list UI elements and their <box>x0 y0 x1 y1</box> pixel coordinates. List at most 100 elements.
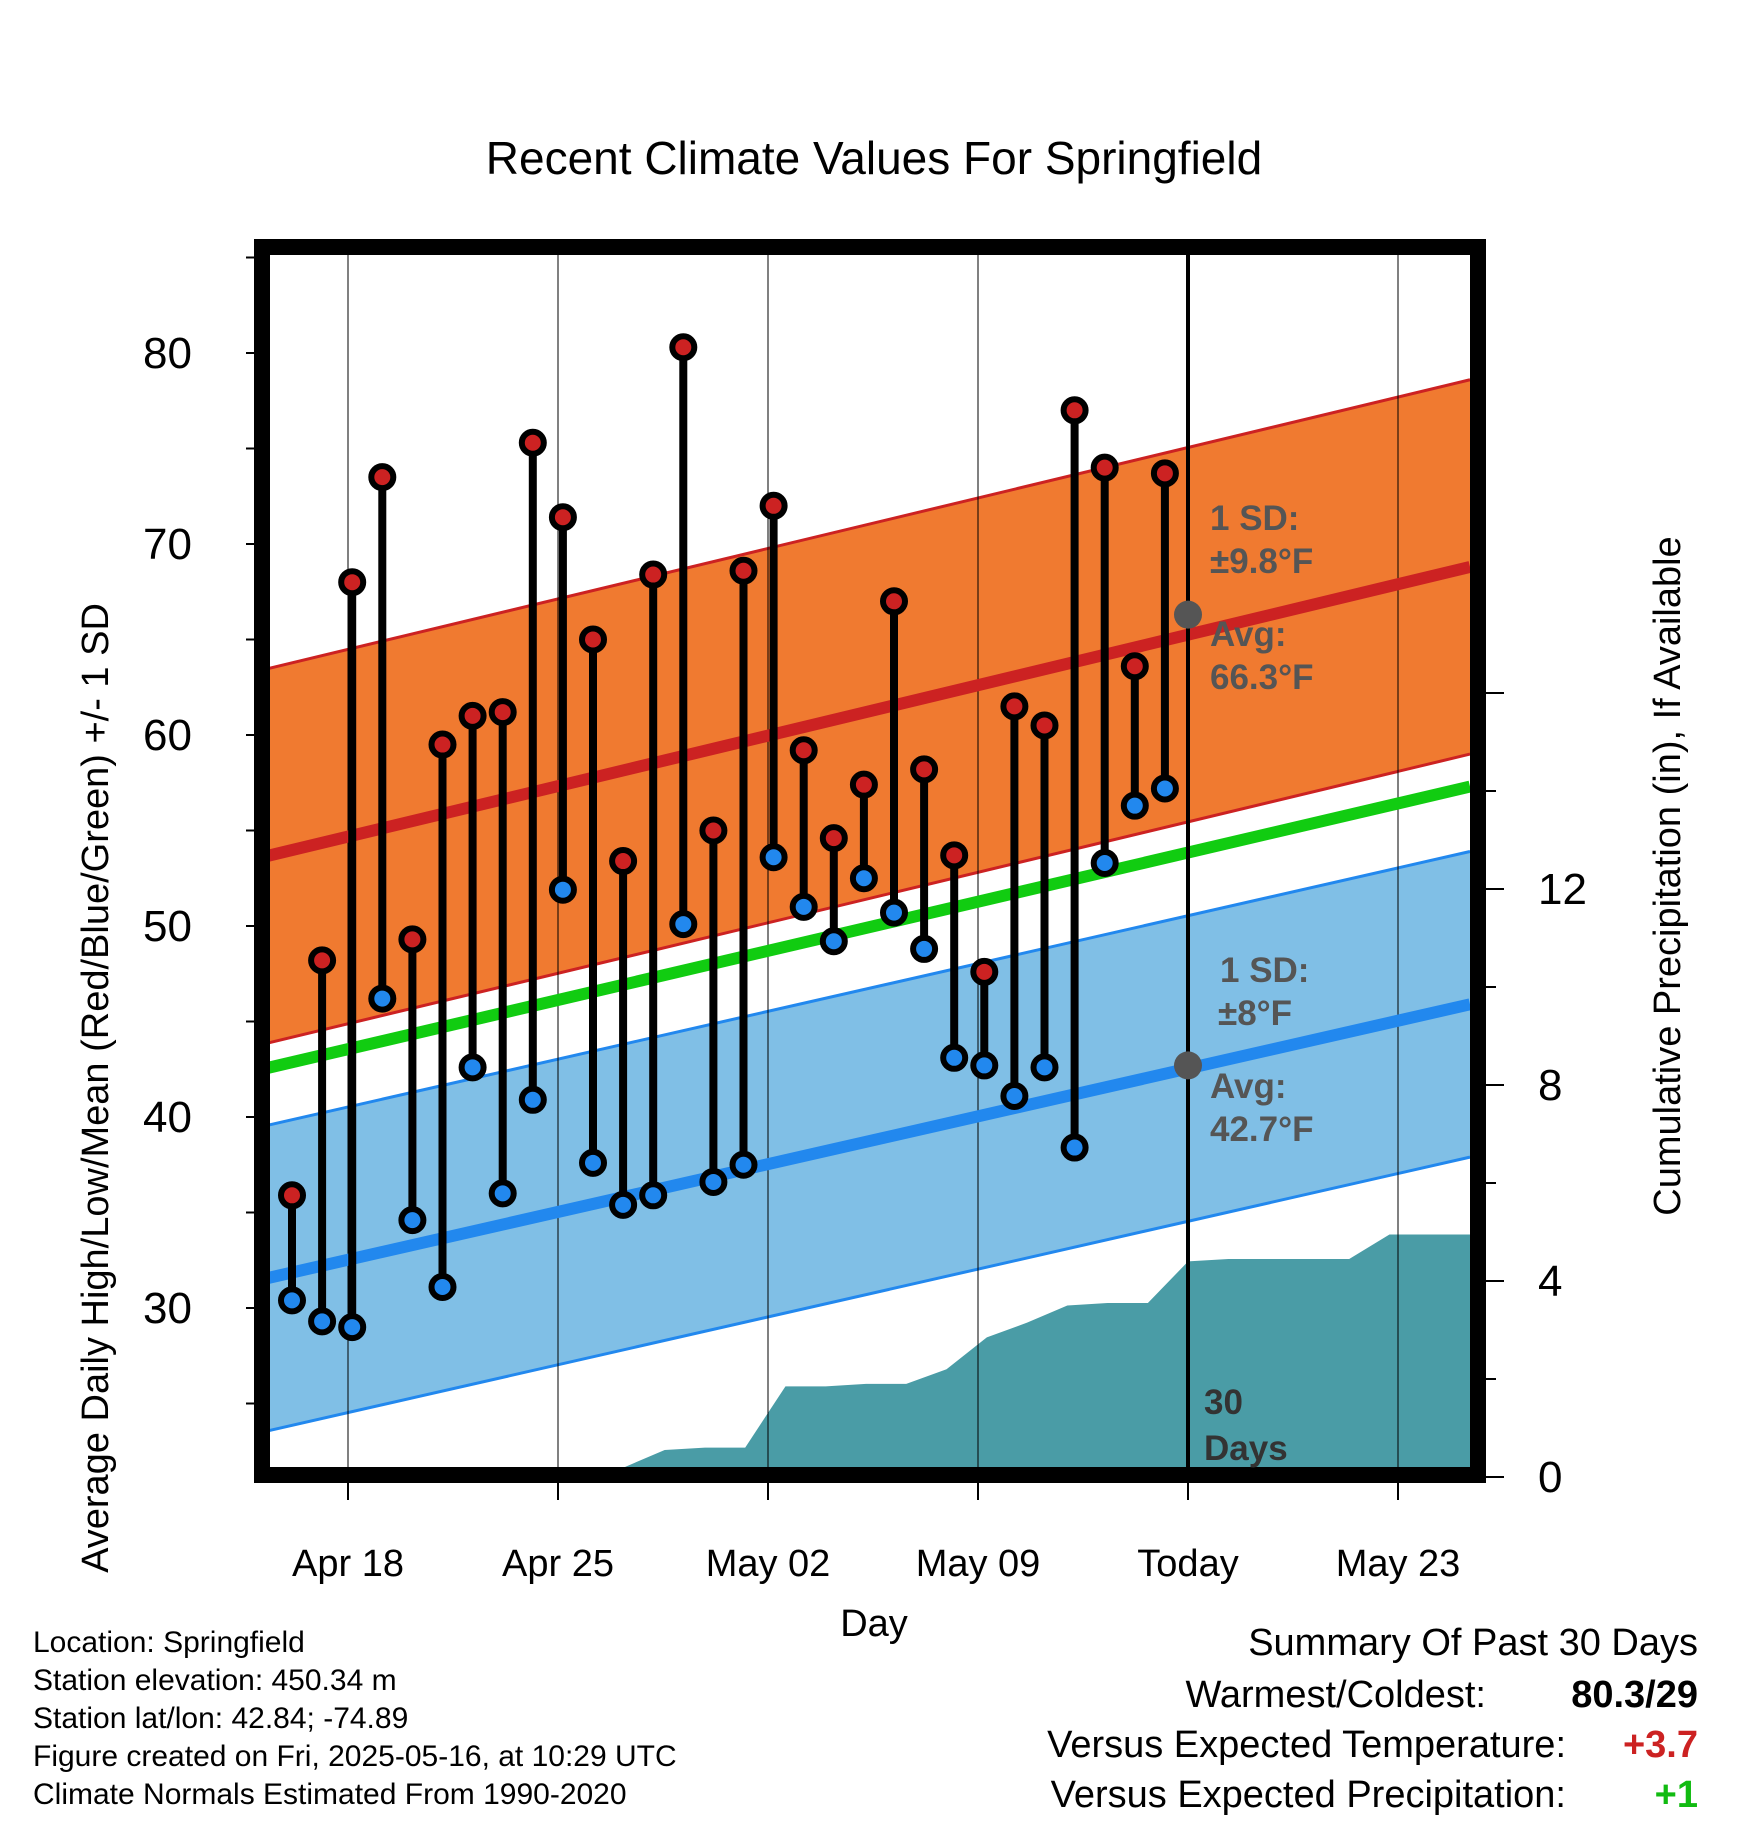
today-low-avg-marker <box>1174 1051 1202 1080</box>
daily-low-point <box>910 934 939 963</box>
daily-high-point <box>338 568 367 597</box>
precip-vs-expected-label: Versus Expected Precipitation: <box>1050 1774 1566 1816</box>
daily-low-point <box>488 1179 517 1208</box>
daily-high-point <box>518 428 547 457</box>
temp-vs-expected-label: Versus Expected Temperature: <box>1047 1724 1566 1766</box>
low-sd-label: 1 SD: <box>1220 951 1309 990</box>
daily-low-point <box>1000 1081 1029 1110</box>
x-tick-label: Apr 25 <box>502 1543 614 1585</box>
daily-low-point <box>338 1313 367 1342</box>
daily-low-point <box>819 927 848 956</box>
precip-area <box>262 1234 1470 1477</box>
warmest-coldest-value: 80.3/29 <box>1571 1674 1698 1716</box>
daily-high-point <box>579 625 607 654</box>
x-tick-label: May 02 <box>706 1543 831 1585</box>
footer-location: Location: Springfield <box>33 1626 305 1659</box>
today-high-avg-marker <box>1174 600 1202 629</box>
y-tick-label: 60 <box>143 711 192 760</box>
daily-low-point <box>1060 1133 1089 1162</box>
daily-low-point <box>669 910 698 939</box>
daily-low-point <box>940 1043 969 1072</box>
daily-high-point <box>910 755 939 784</box>
days-label-word: Days <box>1204 1429 1288 1468</box>
normal-mean-line <box>260 780 1472 1076</box>
normal-low-upper-edge <box>261 850 1471 1129</box>
high-sd-label: 1 SD: <box>1210 499 1299 538</box>
footer-created: Figure created on Fri, 2025-05-16, at 10… <box>33 1740 677 1773</box>
daily-high-point <box>398 925 427 954</box>
y2-tick-label: 4 <box>1538 1257 1562 1306</box>
days-label-number: 30 <box>1204 1383 1243 1422</box>
daily-high-point <box>729 556 758 585</box>
y-axis-label: Average Daily High/Low/Mean (Red/Blue/Gr… <box>75 603 117 1573</box>
normal-high-lower-edge <box>261 752 1471 1046</box>
daily-low-point <box>609 1190 638 1219</box>
daily-high-point <box>1090 453 1119 482</box>
x-axis-label: Day <box>840 1603 908 1645</box>
high-avg-value: 66.3°F <box>1210 658 1314 697</box>
daily-low-point <box>518 1085 547 1114</box>
y-tick-label: 70 <box>143 520 192 569</box>
daily-low-point <box>639 1181 668 1210</box>
daily-high-point <box>940 841 969 870</box>
daily-low-point <box>1030 1053 1059 1082</box>
precip-vs-expected-value: +1 <box>1654 1774 1698 1816</box>
high-sd-value: ±9.8°F <box>1210 542 1313 581</box>
daily-low-point <box>308 1307 337 1336</box>
y2-tick-label: 12 <box>1538 865 1587 914</box>
daily-low-point <box>278 1286 306 1315</box>
daily-high-point <box>458 701 487 730</box>
y2-tick-label: 0 <box>1538 1453 1562 1502</box>
daily-high-point <box>1120 652 1149 681</box>
normal-high-line <box>260 561 1472 864</box>
daily-low-point <box>368 984 397 1013</box>
daily-high-point <box>548 503 577 532</box>
daily-high-point <box>488 698 517 727</box>
y-tick-label: 80 <box>143 329 192 378</box>
low-avg-label: Avg: <box>1210 1067 1286 1106</box>
daily-high-point <box>1150 459 1179 488</box>
daily-high-point <box>789 736 818 765</box>
daily-low-point <box>729 1150 758 1179</box>
y-tick-label: 40 <box>143 1093 192 1142</box>
footer-elevation: Station elevation: 450.34 m <box>33 1664 397 1697</box>
normal-low-line <box>260 998 1472 1286</box>
daily-low-point <box>458 1053 487 1082</box>
daily-low-point <box>789 892 818 921</box>
footer-latlon: Station lat/lon: 42.84; -74.89 <box>33 1702 409 1735</box>
low-avg-value: 42.7°F <box>1210 1110 1314 1149</box>
daily-high-point <box>1030 711 1059 740</box>
x-tick-label: Today <box>1137 1543 1238 1585</box>
daily-low-point <box>759 843 788 872</box>
daily-low-point <box>699 1167 728 1196</box>
normal-high-upper-edge <box>261 378 1471 672</box>
daily-low-point <box>1090 848 1119 877</box>
normal-low-lower-edge <box>261 1155 1471 1434</box>
daily-high-point <box>970 957 999 986</box>
daily-high-point <box>880 587 908 616</box>
summary-title: Summary Of Past 30 Days <box>1248 1622 1698 1664</box>
footer-normals: Climate Normals Estimated From 1990-2020 <box>33 1778 627 1811</box>
chart-title: Recent Climate Values For Springfield <box>486 132 1262 184</box>
temp-vs-expected-value: +3.7 <box>1622 1724 1698 1766</box>
daily-high-point <box>849 770 878 799</box>
high-avg-label: Avg: <box>1210 615 1286 654</box>
low-sd-value: ±8°F <box>1218 994 1292 1033</box>
daily-high-point <box>639 560 668 589</box>
x-tick-label: Apr 18 <box>292 1543 404 1585</box>
daily-low-point <box>1120 791 1149 820</box>
y2-axis-label: Cumulative Precipitation (in), If Availa… <box>1647 536 1689 1215</box>
y2-tick-label: 8 <box>1538 1061 1562 1110</box>
daily-high-point <box>278 1181 306 1210</box>
x-tick-label: May 09 <box>916 1543 1041 1585</box>
y-tick-label: 50 <box>143 902 192 951</box>
daily-low-point <box>849 864 878 893</box>
plot-frame <box>254 239 1486 1483</box>
y-tick-label: 30 <box>143 1284 192 1333</box>
daily-high-point <box>1000 692 1029 721</box>
daily-high-point <box>428 730 457 759</box>
daily-low-point <box>970 1051 999 1080</box>
daily-high-point <box>308 946 337 975</box>
daily-low-point <box>428 1272 457 1301</box>
